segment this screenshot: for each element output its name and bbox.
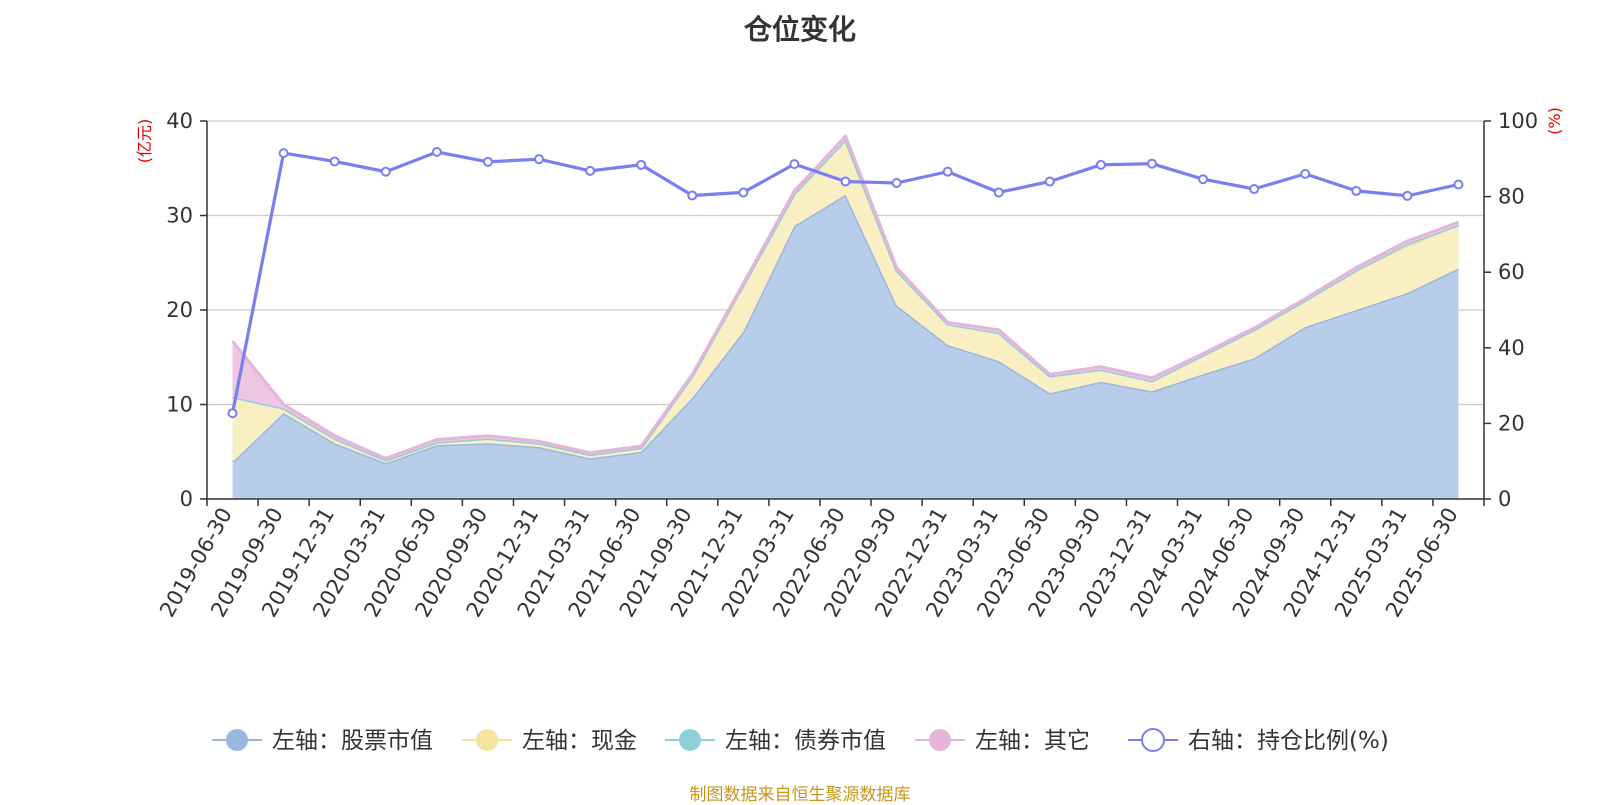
right-axis-tick-label: 60 (1498, 260, 1525, 284)
position-chart: 0102030400204060801002019-06-302019-09-3… (135, 107, 1564, 754)
left-axis-tick-label: 40 (166, 109, 193, 133)
left-axis-tick-label: 0 (180, 487, 193, 511)
legend-label: 左轴：现金 (522, 728, 637, 754)
area-series-4-edge (231, 134, 1460, 460)
legend-swatch-marker (226, 729, 248, 751)
legend-swatch-marker (929, 729, 951, 751)
legend-label: 右轴：持仓比例(%) (1188, 728, 1389, 754)
ratio-point (942, 166, 953, 177)
right-axis-unit: (%) (1545, 107, 1564, 135)
right-axis-tick-label: 80 (1498, 185, 1525, 209)
right-axis-tick-label: 100 (1498, 109, 1538, 133)
ratio-point (1146, 158, 1157, 169)
stacked-areas (231, 134, 1460, 499)
legend-item[interactable]: 左轴：股票市值 (212, 728, 433, 754)
legend-label: 左轴：其它 (975, 728, 1090, 754)
ratio-point (738, 187, 749, 198)
right-axis-tick-label: 20 (1498, 411, 1525, 435)
legend-label: 左轴：债券市值 (725, 728, 886, 754)
ratio-point (1095, 159, 1106, 170)
left-axis-unit: (亿元) (135, 119, 154, 164)
legend-swatch-marker (476, 729, 498, 751)
ratio-point (687, 190, 698, 201)
ratio-point (891, 177, 902, 188)
left-axis-tick-label: 20 (166, 298, 193, 322)
legend-label: 左轴：股票市值 (272, 728, 433, 754)
ratio-point (636, 159, 647, 170)
area-series-1 (232, 194, 1459, 499)
ratio-point (380, 166, 391, 177)
ratio-point (278, 148, 289, 159)
ratio-point (1351, 185, 1362, 196)
ratio-point (1249, 184, 1260, 195)
data-source-note: 制图数据来自恒生聚源数据库 (689, 785, 911, 805)
ratio-point (585, 165, 596, 176)
legend: 左轴：股票市值 左轴：现金 左轴：债券市值 左轴：其它 右轴：持仓比例(%) (212, 728, 1389, 754)
ratio-point (1402, 190, 1413, 201)
ratio-point (789, 159, 800, 170)
ratio-point (1453, 179, 1464, 190)
legend-item[interactable]: 左轴：其它 (915, 728, 1090, 754)
legend-item[interactable]: 右轴：持仓比例(%) (1128, 728, 1389, 754)
ratio-point (993, 187, 1004, 198)
ratio-point (1300, 168, 1311, 179)
ratio-point (840, 176, 851, 187)
ratio-point (482, 156, 493, 167)
legend-swatch-marker (679, 729, 701, 751)
right-axis-tick-label: 40 (1498, 336, 1525, 360)
ratio-point (227, 408, 238, 419)
ratio-point (329, 156, 340, 167)
legend-item[interactable]: 左轴：现金 (462, 728, 637, 754)
ratio-point (534, 154, 545, 165)
ratio-point (1044, 176, 1055, 187)
left-axis-tick-label: 30 (166, 204, 193, 228)
ratio-point (1198, 174, 1209, 185)
right-axis-tick-label: 0 (1498, 487, 1511, 511)
left-axis-tick-label: 10 (166, 393, 193, 417)
ratio-point (431, 146, 442, 157)
legend-item[interactable]: 左轴：债券市值 (665, 728, 886, 754)
legend-swatch-marker (1141, 728, 1165, 752)
chart-title: 仓位变化 (743, 13, 856, 46)
ratio-line (227, 146, 1464, 419)
